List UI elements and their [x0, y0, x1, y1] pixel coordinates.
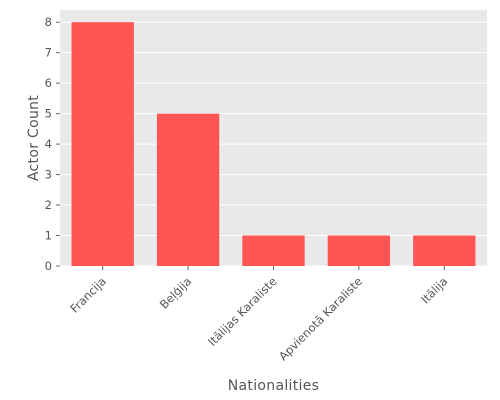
y-tick-label: 3: [45, 168, 52, 182]
bars: [71, 22, 476, 266]
y-tick-label: 5: [45, 107, 52, 121]
y-tick-label: 2: [45, 198, 52, 212]
bar: [71, 22, 134, 266]
y-tick-label: 8: [45, 15, 52, 29]
y-tick-label: 4: [45, 137, 52, 151]
y-tick-label: 0: [45, 259, 52, 273]
x-tick-label: Itālija: [418, 274, 450, 306]
bar: [413, 235, 476, 266]
y-axis-title: Actor Count: [26, 95, 42, 181]
x-tick-label: Itālijas Karaliste: [205, 274, 280, 349]
x-axis-title: Nationalities: [228, 378, 319, 394]
x-axis: Francija Beļģija Itālijas KaralisteApvieno…: [67, 266, 450, 363]
y-tick-label: 7: [45, 46, 52, 60]
bar: [242, 235, 305, 266]
y-axis: 0 1 2 3 4 5 6 7 8: [45, 15, 60, 273]
x-tick-label: Francija: [67, 274, 108, 315]
x-tick-label: Apvienotā Karaliste: [276, 274, 365, 363]
bar: [327, 235, 391, 266]
y-tick-label: 1: [45, 229, 52, 243]
bar: [156, 113, 220, 266]
y-tick-label: 6: [45, 76, 52, 90]
x-tick-label: Beļģija: [157, 274, 194, 311]
